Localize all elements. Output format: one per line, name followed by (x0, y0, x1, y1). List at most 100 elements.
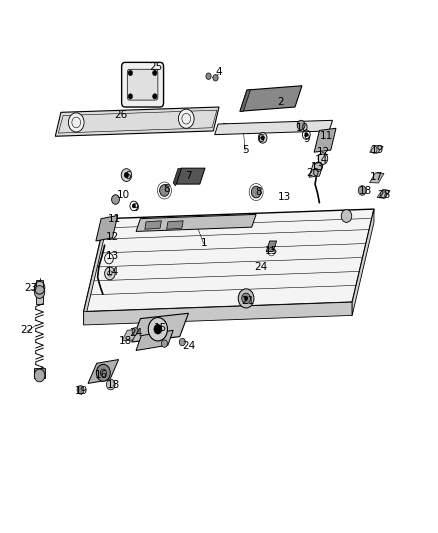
Text: 6: 6 (257, 134, 264, 144)
Circle shape (244, 296, 248, 301)
Text: 1: 1 (201, 238, 207, 247)
Text: 15: 15 (265, 246, 278, 255)
Circle shape (128, 70, 133, 76)
Text: 21: 21 (241, 296, 254, 306)
Circle shape (161, 340, 167, 348)
Text: 22: 22 (20, 325, 34, 335)
Circle shape (238, 289, 254, 308)
Circle shape (152, 94, 157, 99)
Polygon shape (136, 214, 256, 231)
Circle shape (148, 318, 167, 341)
Text: 18: 18 (119, 336, 132, 346)
Text: 9: 9 (303, 134, 310, 144)
Polygon shape (122, 329, 138, 341)
Circle shape (68, 113, 84, 132)
Circle shape (34, 369, 45, 382)
Text: 18: 18 (107, 379, 120, 390)
Circle shape (106, 379, 115, 390)
Polygon shape (84, 219, 106, 325)
Text: 8: 8 (163, 184, 170, 195)
Text: 13: 13 (311, 161, 324, 172)
Text: 19: 19 (371, 144, 384, 155)
Polygon shape (132, 313, 188, 342)
Circle shape (297, 120, 305, 130)
Bar (34, 368, 45, 378)
Polygon shape (266, 241, 277, 252)
Text: 6: 6 (124, 171, 131, 181)
Text: 2: 2 (277, 96, 283, 107)
Text: 11: 11 (319, 131, 332, 141)
Polygon shape (145, 221, 161, 229)
Text: 7: 7 (185, 171, 192, 181)
Text: 17: 17 (370, 172, 383, 182)
Text: 12: 12 (317, 147, 330, 157)
Text: 20: 20 (306, 168, 319, 179)
Text: 16: 16 (95, 370, 108, 381)
Text: 8: 8 (255, 187, 261, 197)
Circle shape (112, 195, 120, 204)
Text: 19: 19 (75, 386, 88, 397)
Circle shape (242, 293, 251, 304)
Circle shape (206, 73, 211, 79)
Text: 14: 14 (315, 155, 328, 165)
Polygon shape (377, 189, 390, 198)
Text: 18: 18 (359, 186, 372, 196)
Text: 23: 23 (24, 283, 37, 293)
Polygon shape (352, 209, 374, 316)
Polygon shape (240, 86, 302, 111)
Circle shape (77, 385, 84, 394)
Circle shape (251, 186, 261, 198)
FancyBboxPatch shape (122, 62, 163, 107)
Circle shape (358, 185, 366, 195)
Polygon shape (55, 107, 219, 136)
Polygon shape (84, 302, 352, 325)
Circle shape (341, 209, 352, 222)
Circle shape (258, 133, 267, 143)
Circle shape (96, 365, 110, 381)
FancyBboxPatch shape (127, 69, 158, 100)
Circle shape (132, 204, 136, 208)
Text: 4: 4 (215, 68, 223, 77)
Text: 13: 13 (106, 251, 119, 261)
Text: 9: 9 (133, 203, 139, 213)
Text: 24: 24 (254, 262, 267, 271)
Circle shape (179, 338, 185, 346)
Text: 24: 24 (182, 341, 195, 351)
Bar (36, 280, 42, 304)
Circle shape (124, 172, 129, 177)
Text: 11: 11 (108, 214, 121, 224)
Text: 14: 14 (106, 267, 119, 277)
Polygon shape (370, 173, 384, 183)
Circle shape (213, 75, 218, 81)
Text: 25: 25 (149, 62, 162, 72)
Text: 10: 10 (117, 190, 130, 200)
Text: 15: 15 (153, 322, 167, 333)
Circle shape (128, 94, 133, 99)
Circle shape (34, 286, 45, 298)
Text: 28: 28 (378, 190, 391, 200)
Polygon shape (309, 163, 324, 177)
Polygon shape (314, 128, 336, 152)
Circle shape (152, 70, 157, 76)
Text: 13: 13 (278, 192, 291, 203)
Circle shape (304, 133, 308, 137)
Text: 5: 5 (242, 144, 248, 155)
Circle shape (261, 136, 265, 140)
Polygon shape (96, 215, 118, 241)
Text: 24: 24 (129, 328, 143, 338)
Polygon shape (176, 168, 205, 184)
Polygon shape (173, 168, 181, 185)
Circle shape (132, 328, 138, 335)
Polygon shape (166, 221, 183, 229)
Text: 26: 26 (114, 110, 127, 120)
Circle shape (105, 267, 115, 280)
Polygon shape (370, 146, 383, 154)
Circle shape (159, 184, 169, 196)
Polygon shape (215, 120, 332, 135)
Circle shape (154, 325, 162, 334)
Circle shape (121, 168, 132, 181)
Text: 10: 10 (295, 123, 308, 133)
Polygon shape (240, 90, 251, 111)
Polygon shape (136, 330, 173, 351)
Polygon shape (84, 209, 374, 312)
